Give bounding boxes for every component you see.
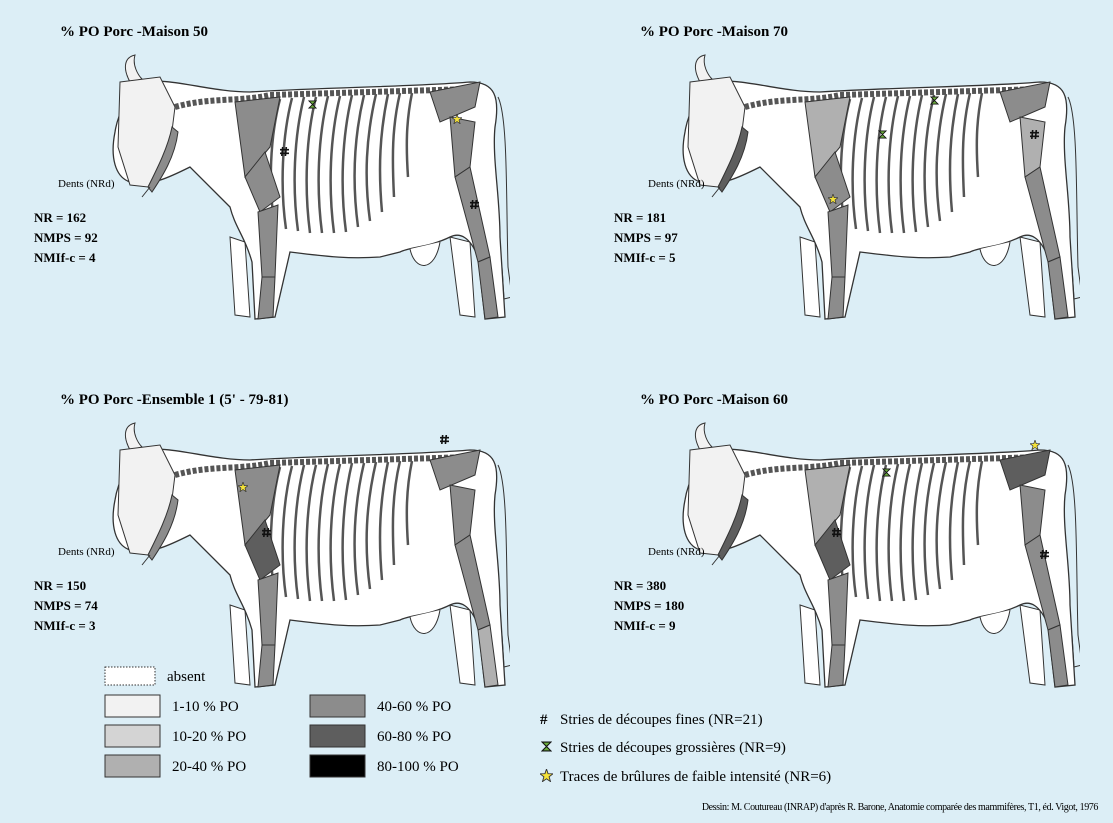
stat: NMPS = 97 [614,230,678,245]
legend-label: absent [167,669,206,685]
legend-label: Traces de brûlures de faible intensité (… [560,769,831,785]
legend-swatch [310,725,365,747]
legend-swatch [310,755,365,777]
teeth-label: Dents (NRd) [648,546,705,558]
stat: NMIf-c = 5 [614,250,676,265]
legend-label: 1-10 % PO [172,699,239,715]
stat: NMPS = 92 [34,230,98,245]
legend-label: 60-80 % PO [377,729,451,745]
stat: NMPS = 74 [34,598,98,613]
legend-label: 40-60 % PO [377,699,451,715]
stat: NR = 162 [34,210,86,225]
panel-title: % PO Porc -Maison 50 [60,24,208,40]
panel-title: % PO Porc -Ensemble 1 (5' - 79-81) [60,392,288,408]
teeth-label: Dents (NRd) [648,178,705,190]
panel-title: % PO Porc -Maison 60 [640,392,788,408]
stat: NR = 181 [614,210,666,225]
figure: % PO Porc -Maison 50 Dents (NRd) NR = 16… [0,0,1113,823]
legend-label: Stries de découpes grossières (NR=9) [560,740,786,756]
stat: NR = 150 [34,578,86,593]
legend-swatch [105,725,160,747]
stat: NR = 380 [614,578,666,593]
teeth-label: Dents (NRd) [58,546,115,558]
legend-fine-symbol: # [540,712,548,728]
stat: NMPS = 180 [614,598,684,613]
legend-swatch [310,695,365,717]
legend-label: 10-20 % PO [172,729,246,745]
legend-swatch [105,755,160,777]
legend-swatch [105,667,155,685]
stat: NMIf-c = 4 [34,250,96,265]
stat: NMIf-c = 3 [34,618,96,633]
teeth-label: Dents (NRd) [58,178,115,190]
legend-swatch [105,695,160,717]
stat: NMIf-c = 9 [614,618,676,633]
credit: Dessin: M. Coutureau (INRAP) d'après R. … [702,802,1099,813]
legend-label: 20-40 % PO [172,759,246,775]
panel-title: % PO Porc -Maison 70 [640,24,788,40]
legend-label: Stries de découpes fines (NR=21) [560,712,763,728]
legend-label: 80-100 % PO [377,759,459,775]
